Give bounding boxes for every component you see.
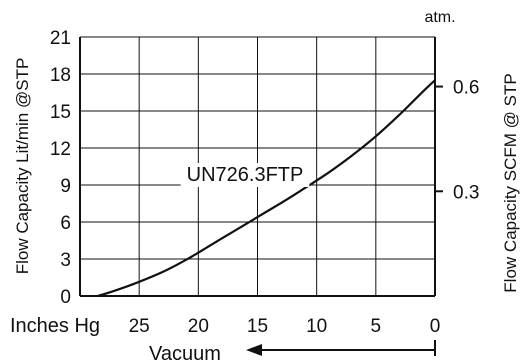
x-tick-label: 0 bbox=[430, 316, 441, 337]
x-tick-label: 15 bbox=[247, 316, 268, 337]
y-tick-label-right: 0.3 bbox=[453, 182, 479, 203]
y-axis-right-title: Flow Capacity SCFM @ STP bbox=[501, 73, 520, 292]
y-tick-label-left: 15 bbox=[50, 102, 71, 123]
y-tick-label-left: 9 bbox=[60, 176, 71, 197]
axes: 0 3 6 9 12 15 18 21 25 20 15 10 5 0 0.3 0.6 bbox=[50, 28, 479, 356]
x-tick-label: 10 bbox=[306, 316, 327, 337]
x-axis-sublabel: Vacuum bbox=[149, 343, 221, 362]
series-label: UN726.3FTP bbox=[187, 164, 304, 186]
y-tick-label-left: 12 bbox=[50, 139, 71, 160]
vacuum-arrowhead bbox=[246, 344, 262, 356]
y-tick-label-left: 6 bbox=[60, 213, 71, 234]
series-layer: UN726.3FTP bbox=[97, 79, 436, 298]
y-axis-left-title: Flow Capacity Lit/min @STP bbox=[13, 58, 32, 275]
series-label-background bbox=[180, 163, 310, 187]
x-tick-label: 5 bbox=[371, 316, 382, 337]
y-tick-label-left: 0 bbox=[60, 287, 71, 308]
labels: Flow Capacity Lit/min @STP Flow Capacity… bbox=[10, 9, 520, 362]
y-tick-label-left: 18 bbox=[50, 65, 71, 86]
x-tick-label: 20 bbox=[188, 316, 209, 337]
y-tick-label-left: 3 bbox=[60, 250, 71, 271]
x-axis-unit-label: Inches Hg bbox=[10, 315, 100, 337]
y-tick-label-left: 21 bbox=[50, 28, 71, 49]
y-axis-right-unit: atm. bbox=[424, 9, 455, 26]
y-tick-label-right: 0.6 bbox=[453, 78, 479, 99]
series-line-un726-3ftp bbox=[97, 79, 436, 298]
x-tick-label: 25 bbox=[129, 316, 150, 337]
